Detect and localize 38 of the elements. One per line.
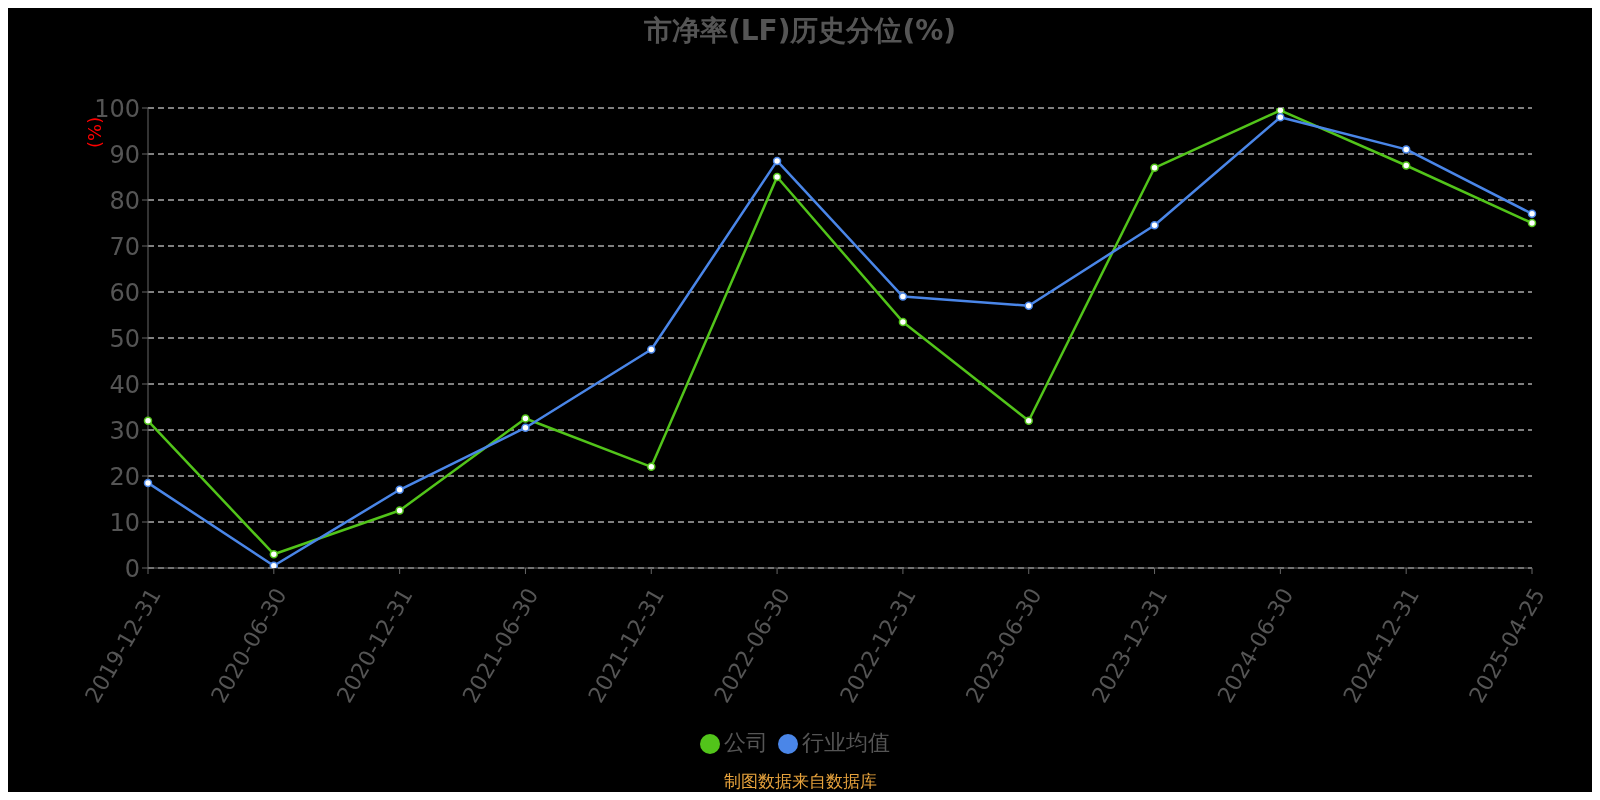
point	[521, 414, 530, 423]
point	[647, 462, 656, 472]
y-tick-label: 20	[109, 462, 140, 491]
y-tick-label: 80	[109, 186, 140, 215]
point	[1150, 221, 1159, 230]
y-tick-label: 50	[109, 324, 140, 353]
point	[1276, 108, 1285, 115]
point	[143, 478, 153, 488]
point	[1401, 161, 1411, 170]
text: 制图数据来自数据库	[722, 770, 878, 793]
point	[521, 423, 530, 432]
point	[269, 561, 279, 568]
y-tick-label: 30	[109, 416, 140, 445]
point	[898, 317, 908, 327]
point	[1527, 218, 1537, 228]
point	[1276, 112, 1285, 122]
point	[1527, 209, 1537, 219]
point	[269, 549, 279, 559]
y-tick-label: 70	[109, 232, 140, 261]
point	[395, 506, 404, 515]
y-tick-label: 90	[109, 140, 140, 169]
legend-label: 行业均值	[802, 730, 890, 755]
point	[772, 172, 782, 182]
y-tick-label: 60	[109, 278, 140, 307]
point	[395, 485, 404, 495]
point	[1024, 301, 1033, 311]
y-tick-label: 0	[124, 554, 140, 583]
point	[772, 156, 782, 166]
y-tick-label: 10	[109, 508, 140, 537]
point	[647, 345, 656, 354]
point	[898, 292, 908, 301]
point	[1401, 145, 1411, 154]
chart-title: 市净率(LF)历史分位(%)	[642, 13, 958, 49]
point	[143, 416, 153, 426]
point	[1150, 163, 1159, 173]
y-tick-label: 40	[109, 370, 140, 399]
legend-label: 公司	[724, 730, 768, 755]
point	[1024, 416, 1033, 426]
